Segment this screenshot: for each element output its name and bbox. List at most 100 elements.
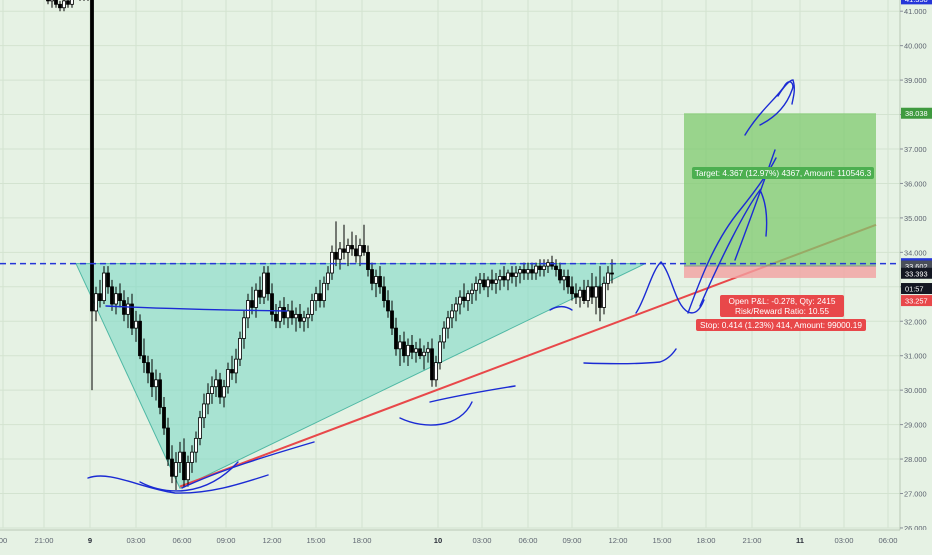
candle-body [142, 355, 146, 363]
candle-body [346, 245, 350, 253]
time-tick-label: 18:00 [352, 536, 371, 545]
price-tick-label: 34.000 [904, 248, 927, 257]
candle-body [534, 265, 538, 274]
candle-body [226, 369, 230, 388]
candle-body [542, 265, 546, 270]
candle-body [450, 310, 454, 319]
price-tick-label: 27.000 [904, 490, 927, 499]
candle-body [358, 245, 362, 257]
time-axis-bg [0, 530, 932, 550]
candle-body [90, 0, 94, 312]
brush-stroke [734, 149, 776, 261]
candle-body [446, 317, 450, 329]
horizontal-lines[interactable] [0, 0, 900, 265]
candle-body [62, 0, 66, 9]
candle-body [70, 0, 74, 5]
candle-body [418, 348, 422, 357]
stop-zone[interactable] [684, 266, 876, 278]
candle-body [434, 362, 438, 381]
target-zone[interactable] [684, 113, 876, 267]
candle-body [386, 300, 390, 312]
candle-body [470, 289, 474, 295]
candle-body [402, 341, 406, 357]
brush-stroke [583, 348, 677, 365]
candle-body [426, 348, 430, 353]
candle-body [98, 293, 102, 301]
candle-body [538, 265, 542, 270]
candle-body [214, 379, 218, 388]
price-badge: 33.393 [905, 269, 928, 278]
candle-body [254, 289, 258, 308]
candle-body [482, 279, 486, 288]
candle-body [362, 245, 366, 253]
candle-body [194, 437, 198, 453]
candle-body [606, 272, 610, 284]
candle-body [566, 276, 570, 288]
time-tick-label: 09:00 [216, 536, 235, 545]
brush-stroke [181, 441, 315, 489]
candle-body [486, 279, 490, 288]
candle-body [354, 248, 358, 257]
candle-body [94, 293, 98, 312]
candle-body [290, 310, 294, 319]
candle-body [438, 341, 442, 363]
candle-body [146, 362, 150, 374]
candle-body [554, 265, 558, 270]
brush-stroke [139, 461, 239, 492]
candle-body [50, 0, 54, 2]
candle-body [206, 393, 210, 405]
candle-body [262, 272, 266, 298]
price-badge: 41.358 [905, 0, 928, 4]
candle-body [374, 276, 378, 284]
candle-body [494, 279, 498, 284]
candle-body [294, 313, 298, 319]
time-tick-label: 15:00 [306, 536, 325, 545]
time-axis[interactable]: 00 21:00 9 03:00 06:00 09:00 12:00 15:00 18:00 10… [0, 529, 932, 550]
candle-body [382, 286, 386, 301]
candle-body [522, 269, 526, 274]
time-tick-label: 00 [0, 536, 7, 545]
brush-stroke [549, 305, 573, 311]
price-tick-label: 39.000 [904, 76, 927, 85]
candle-body [582, 289, 586, 301]
time-tick-label: 21:00 [34, 536, 53, 545]
long-position-tool[interactable] [684, 113, 876, 278]
candle-body [274, 313, 278, 322]
candle-body [326, 272, 330, 284]
candle-body [202, 403, 206, 419]
candle-body [186, 462, 190, 481]
candle-body [166, 427, 170, 460]
candle-body [478, 279, 482, 284]
time-tick-label: 11 [796, 536, 805, 545]
candle-body [282, 307, 286, 319]
candle-body [174, 462, 178, 477]
candle-body [378, 276, 382, 288]
price-tick-label: 31.000 [904, 352, 927, 361]
time-tick-label: 03:00 [834, 536, 853, 545]
price-badge: 33.257 [905, 297, 928, 306]
price-tick-label: 37.000 [904, 145, 927, 154]
candle-body [130, 303, 134, 329]
time-tick-label: 06:00 [878, 536, 897, 545]
candle-body [530, 269, 534, 274]
candle-body [410, 344, 414, 353]
time-tick-label: 06:00 [518, 536, 537, 545]
brush-stroke [635, 260, 705, 314]
candle-body [590, 286, 594, 298]
candle-body [510, 272, 514, 277]
candle-body [474, 282, 478, 291]
candle-body [306, 313, 310, 319]
candle-body [526, 269, 530, 274]
price-badge: 38.038 [905, 109, 928, 118]
candle-body [46, 0, 50, 2]
price-axis[interactable]: 44.00043.00042.00041.00040.00039.00038.0… [899, 0, 932, 550]
candle-body [430, 348, 434, 381]
price-badge-bg [901, 267, 932, 279]
candle-body [394, 327, 398, 350]
candle-body [610, 272, 614, 275]
pnl-rr-label-bg [720, 295, 844, 317]
candle-body [270, 293, 274, 315]
candle-body [330, 251, 334, 274]
candle-body [338, 248, 342, 260]
